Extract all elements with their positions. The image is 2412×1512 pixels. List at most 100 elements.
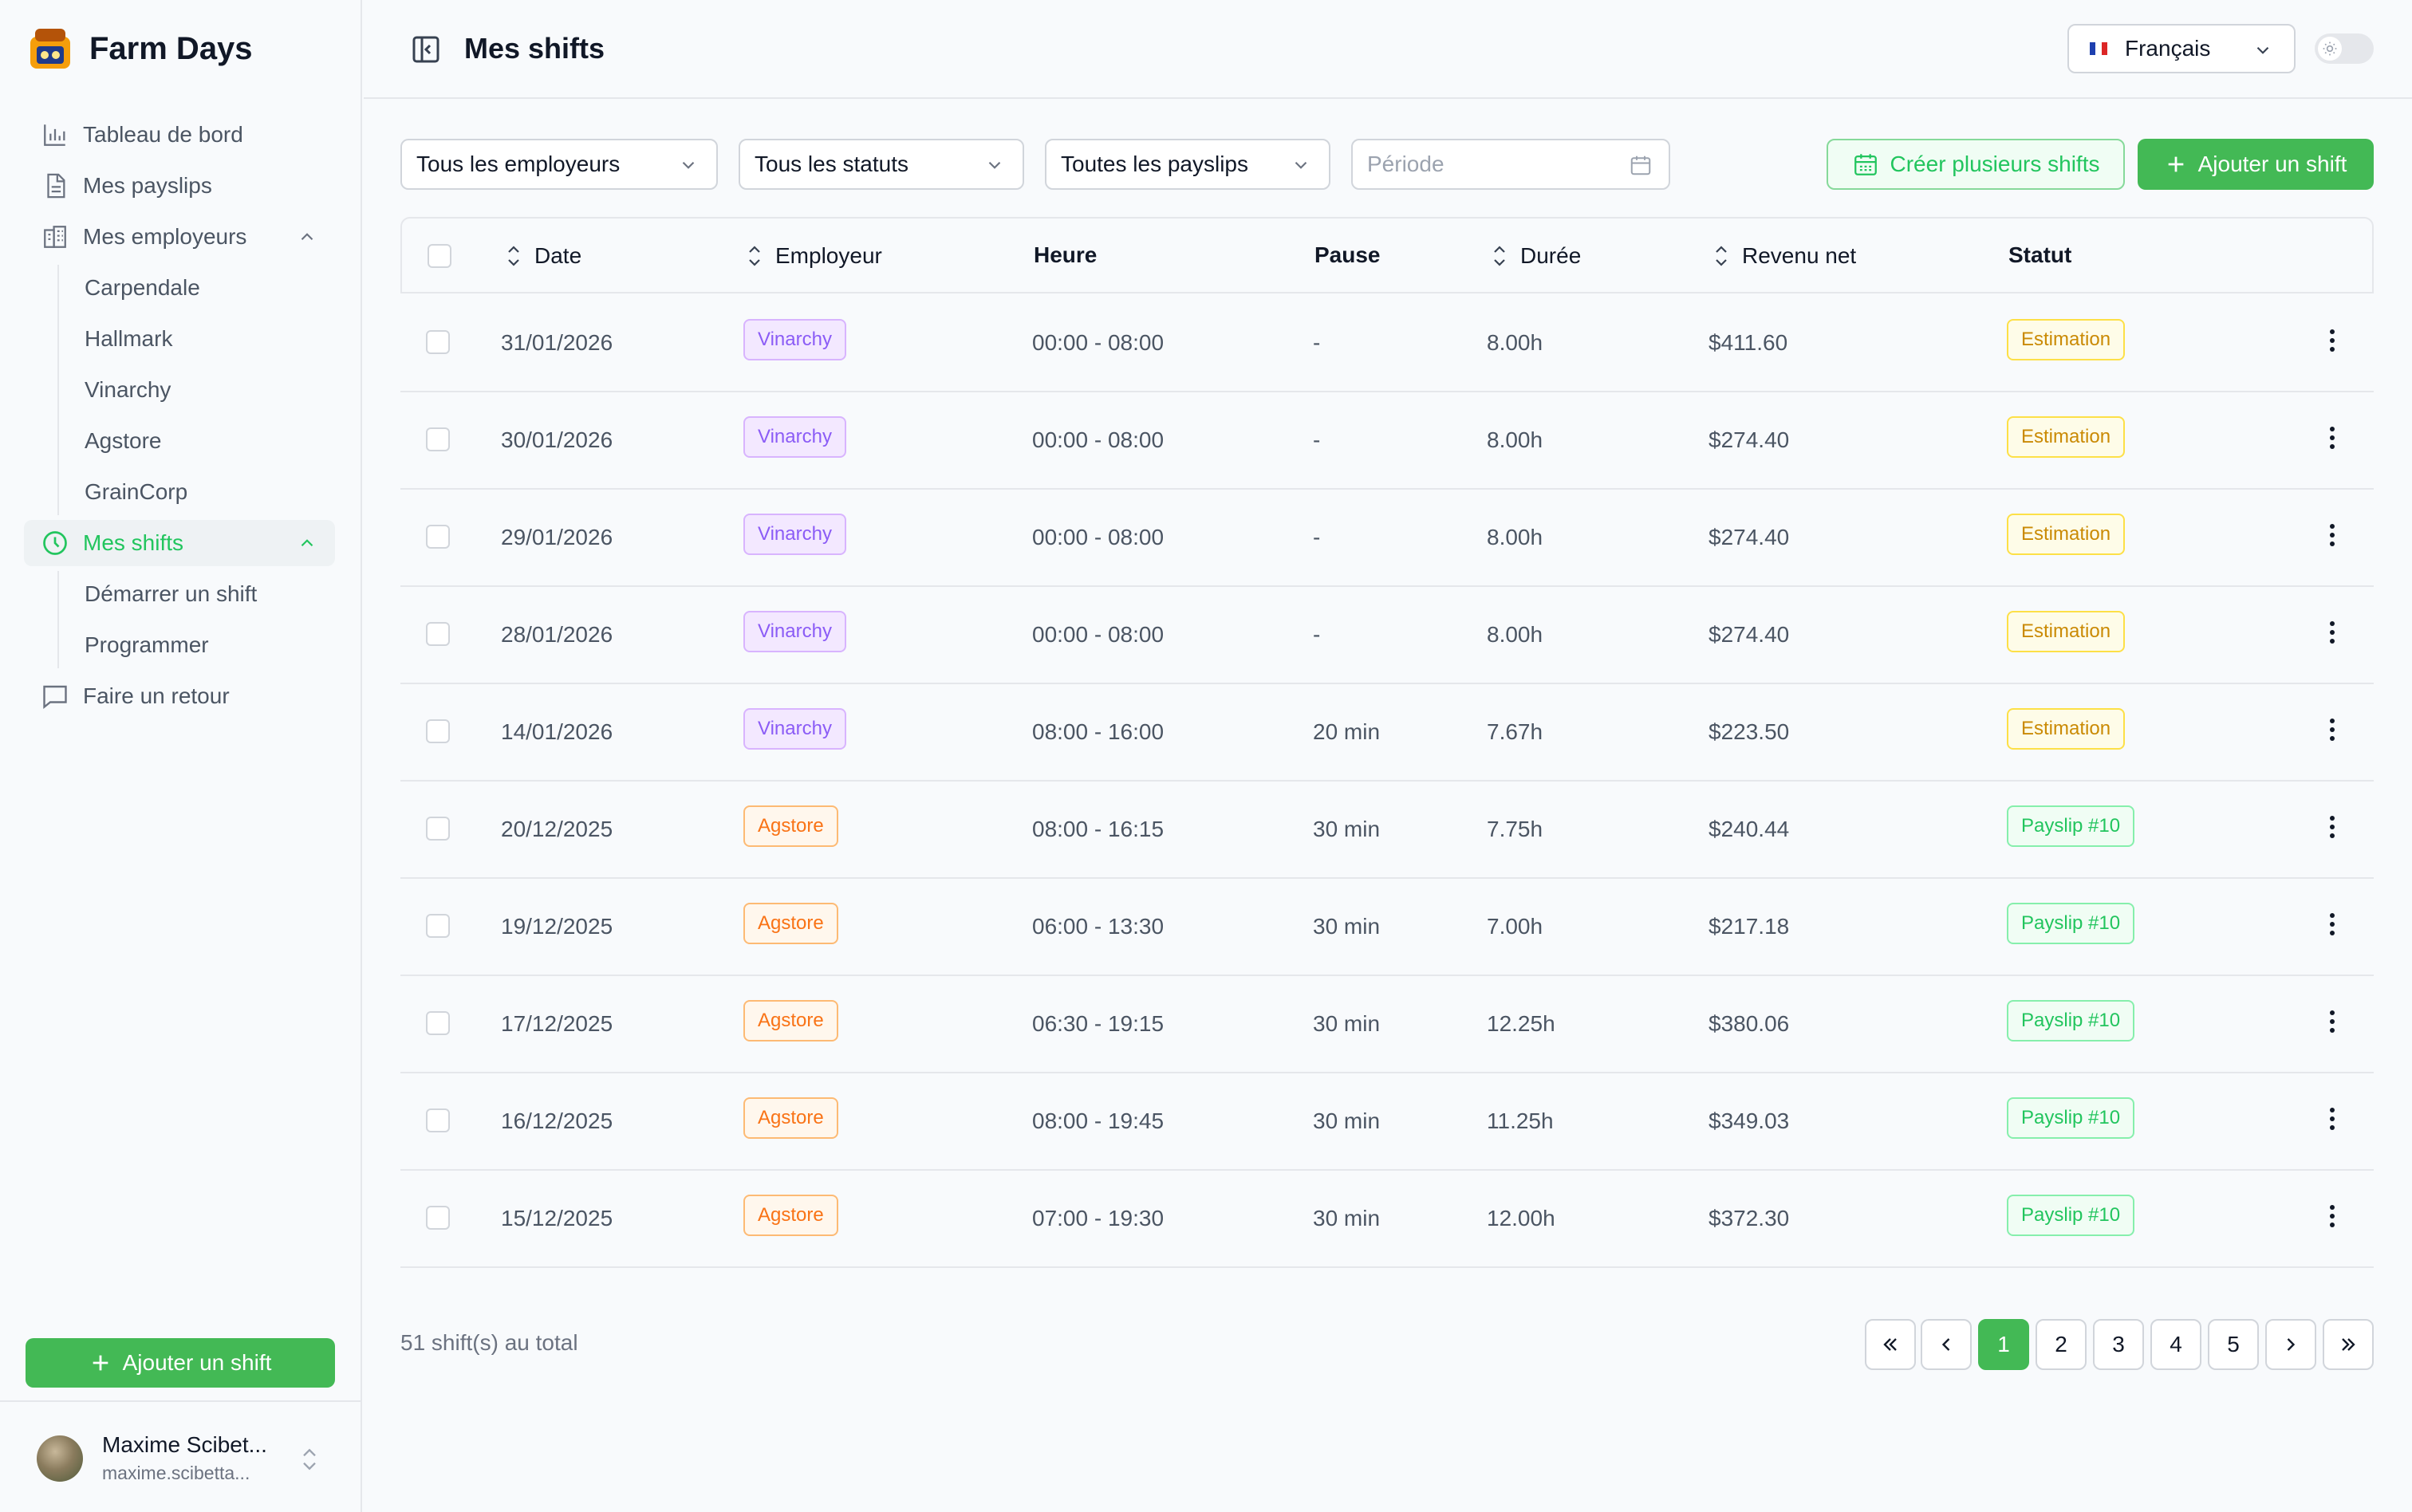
sidebar-item-shifts[interactable]: Mes shifts [24,520,335,566]
row-checkbox[interactable] [426,427,450,451]
cell-date: 20/12/2025 [501,817,613,841]
sidebar-nav: Tableau de bord Mes payslips Mes employe… [24,112,335,724]
column-date[interactable]: Date [504,242,581,270]
add-shift-button[interactable]: Ajouter un shift [2138,139,2374,190]
payslip-filter[interactable]: Toutes les payslips [1045,139,1330,190]
cell-duration: 8.00h [1487,622,1543,647]
last-page-button[interactable] [2323,1319,2374,1370]
page-title: Mes shifts [464,32,605,65]
sidebar-item-payslips[interactable]: Mes payslips [24,163,335,209]
sidebar-add-shift-label: Ajouter un shift [122,1350,272,1375]
table-row[interactable]: 16/12/2025 Agstore 08:00 - 19:45 30 min 11.2… [400,1073,2374,1171]
cell-pause: 30 min [1313,1011,1381,1036]
first-page-button[interactable] [1865,1319,1916,1370]
sidebar-add-shift-button[interactable]: Ajouter un shift [26,1338,335,1388]
more-options-icon[interactable] [2329,716,2335,743]
brand-name: Farm Days [89,30,253,66]
sidebar-item-label: Tableau de bord [83,122,243,147]
status-badge: Estimation [2007,319,2126,360]
table-row[interactable]: 29/01/2026 Vinarchy 00:00 - 08:00 - 8.00h $27… [400,490,2374,587]
sidebar-item-start-shift[interactable]: Démarrer un shift [85,581,258,606]
column-net[interactable]: Revenu net [1712,242,1856,270]
table-row[interactable]: 17/12/2025 Agstore 06:30 - 19:15 30 min 12.2… [400,976,2374,1073]
column-employer[interactable]: Employeur [745,242,882,270]
employer-badge: Vinarchy [743,319,846,360]
cell-date: 28/01/2026 [501,622,613,647]
select-all-checkbox[interactable] [428,244,451,268]
employer-badge: Agstore [743,1097,838,1139]
cell-time: 08:00 - 19:45 [1032,1108,1165,1133]
more-options-icon[interactable] [2329,813,2335,841]
sidebar-item-carpendale[interactable]: Carpendale [85,275,200,300]
column-duration[interactable]: Durée [1490,242,1581,270]
sidebar-item-employers[interactable]: Mes employeurs [24,214,335,260]
page-2-button[interactable]: 2 [2036,1319,2087,1370]
sidebar-item-label: Mes shifts [83,530,184,555]
row-checkbox[interactable] [426,1206,450,1230]
employer-badge: Vinarchy [743,514,846,555]
employer-filter[interactable]: Tous les employeurs [400,139,718,190]
sidebar-item-schedule[interactable]: Programmer [85,632,209,657]
page-3-button[interactable]: 3 [2093,1319,2144,1370]
cell-time: 06:30 - 19:15 [1032,1011,1165,1036]
row-checkbox[interactable] [426,1011,450,1035]
table-row[interactable]: 19/12/2025 Agstore 06:00 - 13:30 30 min 7.00… [400,879,2374,976]
status-badge: Payslip #10 [2007,1195,2135,1236]
language-select[interactable]: Français [2067,24,2296,73]
more-options-icon[interactable] [2329,1008,2335,1035]
prev-page-button[interactable] [1921,1319,1972,1370]
page-4-button[interactable]: 4 [2150,1319,2201,1370]
status-filter-value: Tous les statuts [755,152,908,176]
row-checkbox[interactable] [426,330,450,354]
sidebar-item-hallmark[interactable]: Hallmark [85,326,173,351]
employer-filter-value: Tous les employeurs [416,152,621,176]
table-header: Date Employeur Heure Pause Durée Revenu … [400,217,2374,293]
more-options-icon[interactable] [2329,619,2335,646]
add-shift-label: Ajouter un shift [2197,152,2347,176]
page-1-button[interactable]: 1 [1978,1319,2029,1370]
brand[interactable]: Farm Days [24,22,253,75]
row-checkbox[interactable] [426,817,450,841]
table-row[interactable]: 14/01/2026 Vinarchy 08:00 - 16:00 20 min 7.6… [400,684,2374,782]
row-checkbox[interactable] [426,622,450,646]
shifts-subnav: Démarrer un shift Programmer [57,571,335,668]
table-row[interactable]: 28/01/2026 Vinarchy 00:00 - 08:00 - 8.00h $27… [400,587,2374,684]
more-options-icon[interactable] [2329,522,2335,549]
employer-badge: Vinarchy [743,708,846,750]
sidebar-item-feedback[interactable]: Faire un retour [24,673,335,719]
chevron-up-icon[interactable] [297,226,317,247]
page-5-button[interactable]: 5 [2208,1319,2259,1370]
more-options-icon[interactable] [2329,1203,2335,1230]
language-value: Français [2125,36,2211,61]
next-page-button[interactable] [2265,1319,2316,1370]
status-filter[interactable]: Tous les statuts [739,139,1024,190]
more-options-icon[interactable] [2329,1105,2335,1132]
status-badge: Estimation [2007,514,2126,555]
sidebar-item-agstore[interactable]: Agstore [85,428,162,453]
row-checkbox[interactable] [426,525,450,549]
row-checkbox[interactable] [426,914,450,938]
row-checkbox[interactable] [426,719,450,743]
period-input[interactable]: Période [1351,139,1670,190]
more-options-icon[interactable] [2329,424,2335,451]
user-menu[interactable]: Maxime Scibet... maxime.scibetta... [0,1400,362,1512]
row-checkbox[interactable] [426,1108,450,1132]
create-multiple-shifts-button[interactable]: Créer plusieurs shifts [1827,139,2125,190]
table-row[interactable]: 15/12/2025 Agstore 07:00 - 19:30 30 min 12.0… [400,1171,2374,1268]
table-row[interactable]: 30/01/2026 Vinarchy 00:00 - 08:00 - 8.00h $27… [400,392,2374,490]
chevron-up-icon[interactable] [297,533,317,553]
sidebar-toggle-icon[interactable] [410,33,442,65]
chevrons-right-icon [2342,1338,2355,1351]
table-row[interactable]: 31/01/2026 Vinarchy 00:00 - 08:00 - 8.00h $41… [400,295,2374,392]
more-options-icon[interactable] [2329,911,2335,938]
more-options-icon[interactable] [2329,327,2335,354]
sidebar-item-dashboard[interactable]: Tableau de bord [24,112,335,158]
sidebar-item-vinarchy[interactable]: Vinarchy [85,377,171,402]
table-row[interactable]: 20/12/2025 Agstore 08:00 - 16:15 30 min 7.75… [400,782,2374,879]
theme-toggle[interactable] [2315,33,2374,64]
column-time-label: Heure [1034,242,1098,267]
chevron-up-down-icon[interactable] [298,1445,321,1474]
sidebar-item-graincorp[interactable]: GrainCorp [85,479,188,504]
cell-date: 15/12/2025 [501,1206,613,1230]
column-time: Heure [1034,242,1097,268]
